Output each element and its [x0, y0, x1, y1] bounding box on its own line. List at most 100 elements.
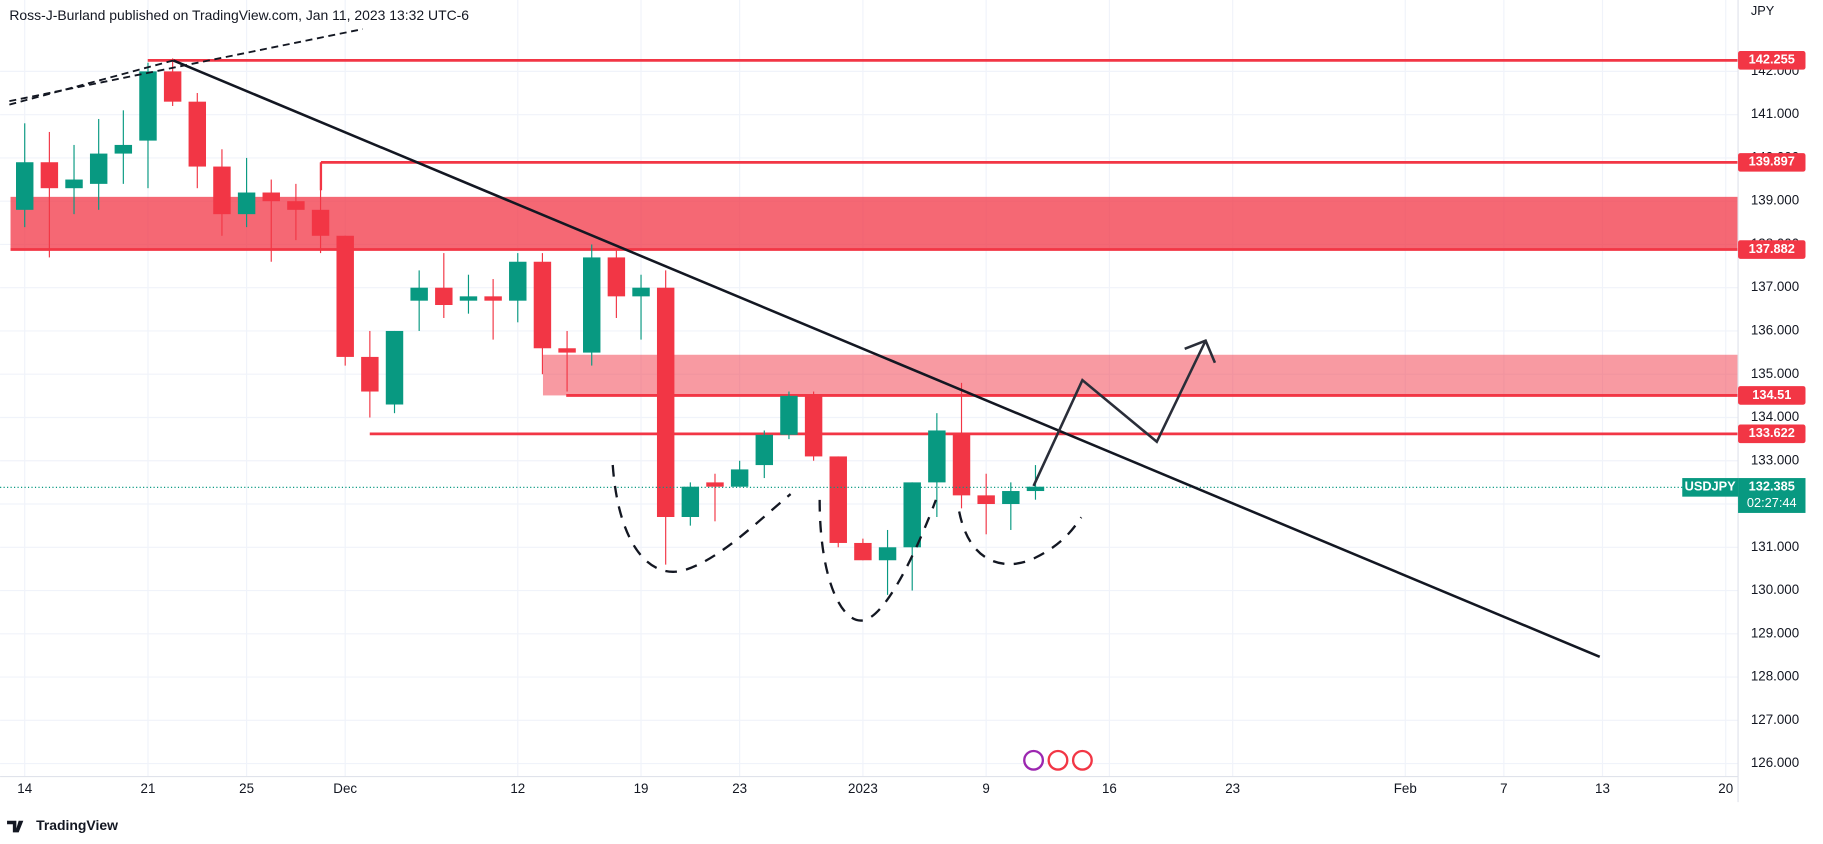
candle-body: [829, 456, 847, 543]
candle-body: [114, 144, 133, 154]
x-tick-label: 21: [141, 781, 156, 796]
projection-path: [1032, 340, 1207, 487]
event-icon: [1023, 749, 1045, 771]
candle-body: [65, 179, 83, 189]
candle-body: [558, 348, 576, 353]
candle-body: [311, 209, 330, 236]
left-shoulder: [611, 464, 792, 573]
candle-body: [878, 547, 897, 561]
candle-body: [977, 495, 995, 505]
candle-body: [780, 395, 798, 435]
candle-body: [656, 287, 675, 517]
event-icons: [1023, 749, 1093, 771]
x-tick-label: 13: [1595, 781, 1610, 796]
candle-body: [632, 287, 650, 297]
x-tick-label: 12: [510, 781, 525, 796]
candle-body: [1026, 486, 1045, 492]
level-label: 133.622: [1749, 425, 1795, 440]
candle-body: [361, 356, 379, 392]
candle-body: [262, 192, 280, 202]
y-tick-label: 129.000: [1751, 625, 1799, 640]
candle-body: [213, 166, 231, 215]
candle-body: [533, 261, 552, 349]
level-label: 137.882: [1749, 241, 1795, 256]
level-label: 134.51: [1752, 387, 1791, 402]
y-tick-label: 127.000: [1751, 712, 1799, 727]
candle-body: [607, 257, 626, 297]
currency-label: JPY: [1751, 3, 1775, 18]
candle-body: [755, 434, 774, 466]
y-tick-label: 139.000: [1751, 193, 1799, 208]
candle-body: [928, 430, 946, 483]
candle-body: [1002, 491, 1020, 505]
y-tick-label: 130.000: [1751, 582, 1799, 597]
last-price-label: 132.385: [1749, 479, 1795, 494]
footer: TradingView: [36, 817, 118, 833]
candle-body: [583, 257, 601, 353]
y-tick-label: 131.000: [1751, 539, 1799, 554]
x-tick-label: 9: [982, 781, 989, 796]
x-tick-label: 20: [1718, 781, 1733, 796]
symbol-label-box: [1682, 478, 1739, 497]
candle-body: [435, 287, 453, 306]
x-tick-label: 25: [239, 781, 254, 796]
x-tick-label: 23: [1225, 781, 1240, 796]
event-icon: [1047, 749, 1069, 771]
candle-body: [509, 261, 527, 301]
event-icon: [1071, 749, 1093, 771]
candle-body: [903, 482, 921, 548]
dashed-line: [9, 59, 174, 106]
candle-body: [16, 162, 34, 210]
candle-body: [410, 287, 428, 301]
level-label-box: [1738, 386, 1806, 405]
symbol-label: USDJPY: [1685, 479, 1737, 494]
candle-body: [237, 192, 256, 215]
x-tick-label: 16: [1102, 781, 1117, 796]
zone: [542, 354, 1739, 396]
logo: [7, 820, 24, 833]
candle-body: [854, 542, 872, 561]
y-tick-label: 133.000: [1751, 452, 1799, 467]
level-label: 139.897: [1749, 154, 1795, 169]
x-tick-label: 7: [1500, 781, 1507, 796]
candle-body: [459, 296, 478, 301]
trend-line: [172, 59, 1601, 659]
dashed-line: [9, 28, 363, 103]
level-label: 142.255: [1749, 52, 1795, 67]
y-tick-label: 141.000: [1751, 106, 1799, 121]
candle-body: [681, 486, 700, 517]
level-label-box: [1738, 424, 1806, 444]
x-tick-label: Feb: [1394, 781, 1417, 796]
candle-body: [163, 71, 182, 102]
countdown-label: 02:27:44: [1747, 495, 1797, 510]
candle-body: [139, 71, 157, 141]
candle-body: [730, 469, 749, 487]
x-tick-label: 19: [634, 781, 649, 796]
candle-body: [706, 482, 724, 487]
y-tick-label: 137.000: [1751, 279, 1799, 294]
candle-body: [952, 434, 971, 496]
drawings: [9, 28, 1601, 771]
level-label-box: [1738, 240, 1806, 259]
head: [818, 499, 938, 622]
candle-body: [336, 235, 354, 357]
y-tick-label: 136.000: [1751, 322, 1799, 337]
last-price-box: [1738, 478, 1806, 513]
header: Ross-J-Burland published on TradingView.…: [9, 7, 469, 23]
x-tick-label: Dec: [333, 781, 357, 796]
y-tick-label: 128.000: [1751, 669, 1799, 684]
candle-body: [287, 201, 305, 210]
arrow-head: [1184, 338, 1217, 364]
candle-body: [188, 101, 207, 167]
candle-body: [804, 395, 823, 457]
candle-body: [484, 296, 502, 301]
x-tick-label: 14: [17, 781, 32, 796]
y-tick-label: 126.000: [1751, 755, 1799, 770]
candle-body: [40, 162, 59, 189]
level-label-box: [1738, 51, 1806, 70]
y-tick-label: 135.000: [1751, 366, 1799, 381]
zone: [10, 196, 1739, 250]
